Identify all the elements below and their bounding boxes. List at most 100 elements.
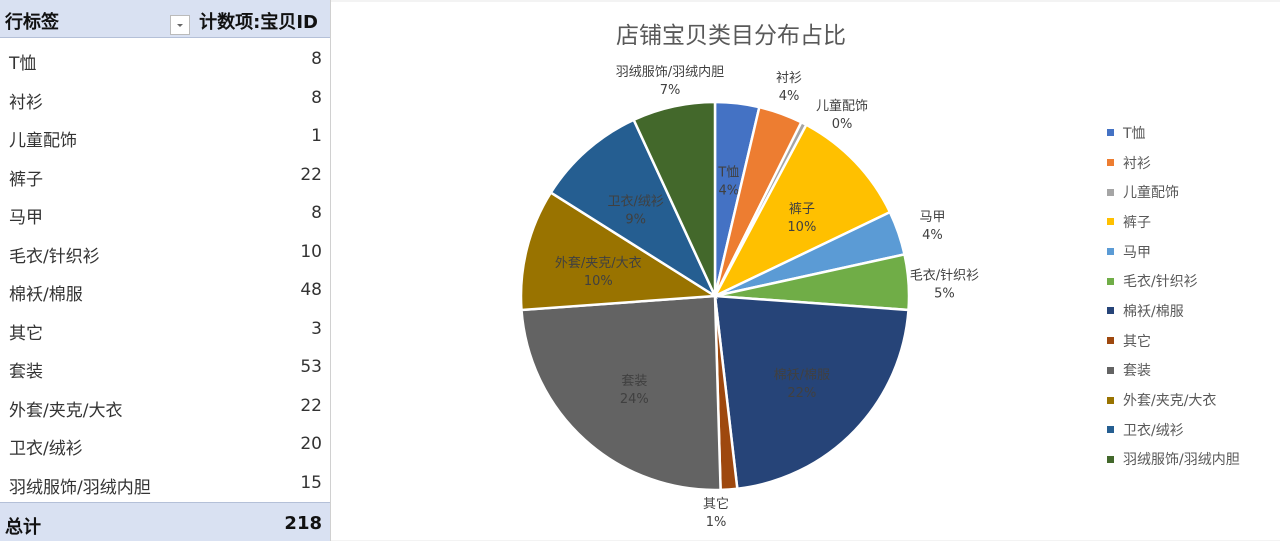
legend-label: 毛衣/针织衫 xyxy=(1123,274,1198,291)
pivot-row[interactable]: 棉袄/棉服 48 xyxy=(0,271,330,309)
pie-slice[interactable] xyxy=(519,190,719,312)
legend-item[interactable]: 其它 xyxy=(1107,326,1240,356)
legend-item[interactable]: 套装 xyxy=(1107,356,1240,386)
legend-swatch-icon xyxy=(1107,218,1114,226)
data-label: 套装 24% xyxy=(620,373,649,407)
legend-label: 裤子 xyxy=(1123,214,1151,231)
legend-label: 衬衫 xyxy=(1123,155,1151,172)
chart-legend: T恤 衬衫 儿童配饰 裤子 马甲 毛衣/针织衫 棉袄/棉服 其它 套装 外套 xyxy=(1107,118,1240,474)
legend-swatch-icon xyxy=(1107,129,1114,137)
legend-label: 外套/夹克/大衣 xyxy=(1123,393,1217,410)
row-value: 22 xyxy=(300,164,322,185)
row-value: 8 xyxy=(311,49,322,69)
legend-label: 羽绒服饰/羽绒内胆 xyxy=(1123,452,1240,469)
data-label: T恤 4% xyxy=(717,166,739,199)
pivot-total-row: 总计 218 xyxy=(0,502,330,541)
legend-label: 其它 xyxy=(1123,333,1151,350)
legend-item[interactable]: 马甲 xyxy=(1107,237,1240,267)
legend-swatch-icon xyxy=(1107,337,1114,345)
data-label: 羽绒服饰/羽绒内胆 7% xyxy=(616,64,724,98)
row-label: 裤子 xyxy=(9,169,43,190)
row-label: 卫衣/绒衫 xyxy=(9,439,83,459)
data-label: 卫衣/绒衫 9% xyxy=(607,194,663,228)
data-label: 儿童配饰 0% xyxy=(816,98,868,132)
pivot-row[interactable]: 裤子 22 xyxy=(0,156,330,194)
data-label: 裤子 10% xyxy=(787,202,816,235)
data-label: 外套/夹克/大衣 10% xyxy=(555,255,642,289)
pie-slice[interactable] xyxy=(712,123,892,299)
legend-swatch-icon xyxy=(1107,366,1114,374)
row-label: 衬衫 xyxy=(9,92,43,113)
legend-item[interactable]: 棉袄/棉服 xyxy=(1107,296,1240,326)
pivot-row[interactable]: 卫衣/绒衫 20 xyxy=(0,425,330,463)
pivot-header-row: 行标签 计数项:宝贝ID xyxy=(0,0,330,38)
pie-chart: T恤 4% 衬衫 4% 儿童配饰 0% 裤子 10% 马甲 4% 毛衣/针织衫 5% 棉袄/棉服 22% 其… xyxy=(519,64,979,530)
row-label: 外套/夹克/大衣 xyxy=(9,400,123,421)
filter-dropdown-button[interactable] xyxy=(170,15,190,35)
legend-swatch-icon xyxy=(1107,455,1114,463)
row-value: 8 xyxy=(311,87,322,108)
pie-slice[interactable] xyxy=(713,294,910,491)
legend-item[interactable]: 衬衫 xyxy=(1107,148,1240,178)
pivot-row[interactable]: 衬衫 8 xyxy=(0,79,330,117)
row-label: 棉袄/棉服 xyxy=(9,285,83,305)
legend-item[interactable]: 裤子 xyxy=(1107,207,1240,237)
legend-item[interactable]: 儿童配饰 xyxy=(1107,177,1240,207)
legend-label: 儿童配饰 xyxy=(1123,185,1179,202)
legend-item[interactable]: 卫衣/绒衫 xyxy=(1107,415,1240,445)
pie-slice[interactable] xyxy=(549,118,718,300)
pivot-row[interactable]: 儿童配饰 1 xyxy=(0,117,330,155)
legend-label: 套装 xyxy=(1123,363,1151,380)
row-label: 马甲 xyxy=(9,208,43,228)
row-value: 8 xyxy=(311,203,322,223)
row-label: 毛衣/针织衫 xyxy=(9,246,100,267)
legend-swatch-icon xyxy=(1107,426,1114,434)
pivot-row[interactable]: 外套/夹克/大衣 22 xyxy=(0,387,330,425)
pivot-table: 行标签 计数项:宝贝ID T恤 8 衬衫 8 儿童配饰 1 裤子 22 马甲 8 毛衣/针… xyxy=(0,0,331,541)
legend-swatch-icon xyxy=(1107,159,1114,167)
legend-swatch-icon xyxy=(1107,277,1114,285)
row-value: 15 xyxy=(300,472,322,493)
pie-chart-area[interactable]: 店铺宝贝类目分布占比 T恤 4% 衬衫 4% 儿童配饰 0% 裤子 10% 马甲 4% 毛衣/针织衫… xyxy=(331,2,1280,540)
data-label: 其它 1% xyxy=(703,496,729,530)
legend-swatch-icon xyxy=(1107,307,1114,315)
legend-label: 卫衣/绒衫 xyxy=(1123,422,1184,439)
legend-item[interactable]: 羽绒服饰/羽绒内胆 xyxy=(1107,445,1240,475)
row-label: 套装 xyxy=(9,362,43,382)
legend-swatch-icon xyxy=(1107,396,1114,404)
total-label: 总计 xyxy=(5,517,41,538)
row-label-header: 行标签 xyxy=(5,12,59,33)
pivot-row[interactable]: 其它 3 xyxy=(0,310,330,348)
data-label: 衬衫 4% xyxy=(776,71,802,104)
pivot-row[interactable]: 羽绒服饰/羽绒内胆 15 xyxy=(0,464,330,502)
pie-slice[interactable] xyxy=(520,294,722,492)
value-field-header: 计数项:宝贝ID xyxy=(199,12,318,33)
legend-item[interactable]: 毛衣/针织衫 xyxy=(1107,266,1240,296)
legend-swatch-icon xyxy=(1107,248,1114,256)
row-value: 20 xyxy=(300,434,322,454)
pivot-row[interactable]: T恤 8 xyxy=(0,40,330,78)
row-label: 羽绒服饰/羽绒内胆 xyxy=(9,477,151,498)
pivot-row[interactable]: 马甲 8 xyxy=(0,194,330,232)
row-value: 10 xyxy=(300,241,322,262)
legend-label: 马甲 xyxy=(1123,244,1151,261)
legend-item[interactable]: T恤 xyxy=(1107,118,1240,148)
pivot-row[interactable]: 套装 53 xyxy=(0,348,330,386)
data-label: 棉袄/棉服 22% xyxy=(774,368,830,401)
legend-swatch-icon xyxy=(1107,188,1114,196)
row-label: 其它 xyxy=(9,323,43,344)
total-value: 218 xyxy=(284,513,322,534)
row-value: 53 xyxy=(300,357,322,377)
legend-label: T恤 xyxy=(1123,125,1146,142)
data-label: 毛衣/针织衫 5% xyxy=(910,267,979,301)
row-value: 1 xyxy=(311,126,322,146)
row-value: 48 xyxy=(300,280,322,300)
legend-label: 棉袄/棉服 xyxy=(1123,303,1184,320)
data-label: 马甲 4% xyxy=(919,210,945,243)
pie-slice[interactable] xyxy=(632,100,717,297)
legend-item[interactable]: 外套/夹克/大衣 xyxy=(1107,385,1240,415)
row-label: 儿童配饰 xyxy=(9,131,77,151)
row-value: 22 xyxy=(300,395,322,416)
row-label: T恤 xyxy=(9,54,37,74)
pivot-row[interactable]: 毛衣/针织衫 10 xyxy=(0,233,330,271)
